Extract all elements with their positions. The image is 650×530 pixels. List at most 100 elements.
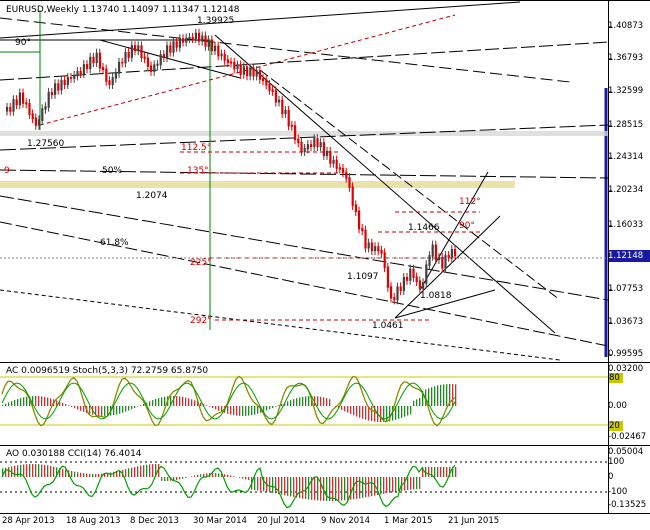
ac-bar <box>455 384 457 406</box>
ac-bar <box>233 406 235 416</box>
candle <box>246 66 249 77</box>
ao-bar <box>101 473 103 477</box>
candle <box>204 35 207 47</box>
candle <box>303 147 306 152</box>
candle <box>73 74 76 79</box>
candle <box>322 142 325 156</box>
gann-135-label: 135° <box>187 166 209 176</box>
candle <box>284 110 287 115</box>
ao-bar <box>299 477 301 499</box>
ao-bar <box>113 471 115 477</box>
candle <box>207 39 210 47</box>
candle <box>38 119 41 126</box>
ao-bar <box>329 477 331 501</box>
ao-bar <box>272 477 274 493</box>
ao-bar <box>386 477 388 494</box>
ao-axis-label: 100 <box>608 457 625 467</box>
ac-bar <box>209 406 211 407</box>
ao-bar <box>200 474 202 477</box>
candle <box>143 56 146 60</box>
candle <box>188 36 191 40</box>
ac-bar <box>17 399 19 406</box>
ao-bar <box>245 477 247 480</box>
price-axis-label: 1.28515 <box>608 120 644 130</box>
ao-bar <box>176 477 178 480</box>
candle <box>338 167 341 170</box>
ao-bar <box>239 477 241 478</box>
candle <box>345 171 348 179</box>
fib-50-label: 50% <box>102 166 123 176</box>
ac-bar <box>62 402 64 406</box>
ao-bar <box>65 469 67 477</box>
ao-histogram <box>2 464 457 501</box>
ao-bar <box>230 475 232 477</box>
ac-bar <box>356 406 358 417</box>
gann-225-label: 225° <box>190 258 212 268</box>
ao-bar <box>293 477 295 498</box>
ac-bar <box>416 399 418 406</box>
candle <box>399 286 402 292</box>
candle <box>76 71 79 77</box>
ac-bar <box>266 406 268 411</box>
time-axis-label: 8 Dec 2013 <box>130 516 179 526</box>
ao-bar <box>326 477 328 501</box>
ao-bar <box>395 477 397 492</box>
annotation-1-0461: 1.0461 <box>372 321 404 331</box>
candle <box>242 66 245 75</box>
ao-bar <box>275 477 277 494</box>
ac-bar <box>23 397 25 406</box>
candle <box>415 276 418 282</box>
ao-bar <box>344 477 346 501</box>
price-candles <box>6 28 457 305</box>
ao-bar <box>257 477 259 491</box>
ac-bar <box>314 396 316 406</box>
ac-bar <box>395 406 397 420</box>
candle <box>278 99 281 103</box>
ao-bar <box>17 465 19 477</box>
ac-bar <box>170 396 172 406</box>
candle <box>70 77 73 79</box>
ao-bar <box>392 477 394 493</box>
ac-bar <box>422 390 424 406</box>
ao-bar <box>440 467 442 477</box>
ao-bar <box>149 464 151 477</box>
ac-bar <box>386 406 388 422</box>
ao-bar <box>35 464 37 477</box>
candle <box>156 63 159 66</box>
candle <box>271 89 274 92</box>
ac-histogram <box>2 384 457 422</box>
candle <box>9 106 12 112</box>
ac-bar <box>287 401 289 406</box>
ac-bar <box>146 402 148 406</box>
ac-bar <box>419 398 421 406</box>
ac-bar <box>125 406 127 412</box>
ao-bar <box>107 473 109 477</box>
candle <box>434 244 437 261</box>
gann-112-label: 112° <box>459 197 481 207</box>
candle <box>438 257 441 261</box>
ao-bar <box>89 473 91 477</box>
ac-bar <box>32 396 34 406</box>
ao-bar <box>2 468 4 477</box>
ao-bar <box>284 477 286 496</box>
candle <box>220 53 223 57</box>
price-axis-label: 1.07753 <box>608 284 644 294</box>
ac-bar <box>191 399 193 406</box>
candle <box>124 51 127 64</box>
annotation-1-2756: 1.27560 <box>27 139 65 149</box>
ac-bar <box>254 406 256 415</box>
ao-bar <box>218 473 220 477</box>
ac-bar <box>341 406 343 410</box>
ao-bar <box>185 477 187 478</box>
ac-bar <box>449 384 451 406</box>
candle <box>108 80 111 85</box>
current-price-marker <box>609 250 650 262</box>
ac-bar <box>275 406 277 407</box>
ac-bar <box>122 406 124 413</box>
ao-bar <box>314 477 316 501</box>
ac-bar <box>149 401 151 406</box>
ao-bar <box>263 477 265 492</box>
ao-bar <box>383 477 385 494</box>
annotation-1-0818: 1.0818 <box>420 291 452 301</box>
